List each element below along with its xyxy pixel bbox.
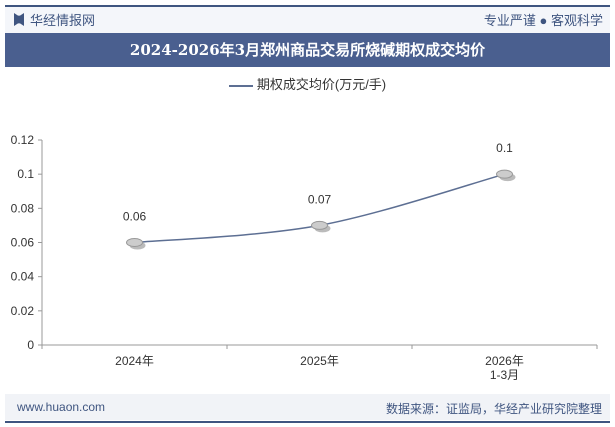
y-tick-label: 0.12 [11, 133, 35, 147]
legend-label: 期权成交均价(万元/手) [256, 77, 387, 92]
x-tick-label: 2024年 [115, 354, 154, 368]
top-border [5, 5, 610, 7]
x-tick-label: 1-3月 [490, 368, 519, 382]
data-label: 0.07 [308, 192, 332, 206]
y-tick-label: 0 [27, 338, 34, 352]
data-label: 0.06 [123, 210, 147, 224]
y-tick-label: 0.04 [11, 270, 35, 284]
logo-icon [14, 13, 24, 26]
y-tick-label: 0.02 [11, 304, 35, 318]
chart-title: 2024-2026年3月郑州商品交易所烧碱期权成交均价 [5, 33, 610, 67]
series-line [134, 173, 505, 244]
y-tick-label: 0.1 [17, 167, 34, 181]
legend-line-icon [228, 84, 253, 87]
y-tick-label: 0.06 [11, 236, 35, 250]
data-point [496, 169, 513, 179]
data-point [126, 238, 143, 247]
brand-name: 华经情报网 [30, 13, 96, 28]
footer: www.huaon.com 数据来源：证监局，华经产业研究院整理 [5, 394, 610, 420]
footer-url[interactable]: www.huaon.com [17, 400, 106, 414]
bottom-border [5, 421, 610, 423]
footer-source: 数据来源：证监局，华经产业研究院整理 [385, 402, 602, 416]
data-point [311, 220, 328, 230]
x-tick-label: 2025年 [300, 354, 339, 368]
slogan: 专业严谨 ● 客观科学 [483, 13, 603, 28]
x-tick-label: 2026年 [485, 354, 524, 368]
brand-logo[interactable]: 华经情报网 [14, 10, 95, 29]
y-tick-label: 0.08 [11, 201, 35, 215]
legend: 期权成交均价(万元/手) [0, 74, 615, 93]
data-label: 0.1 [496, 141, 513, 155]
